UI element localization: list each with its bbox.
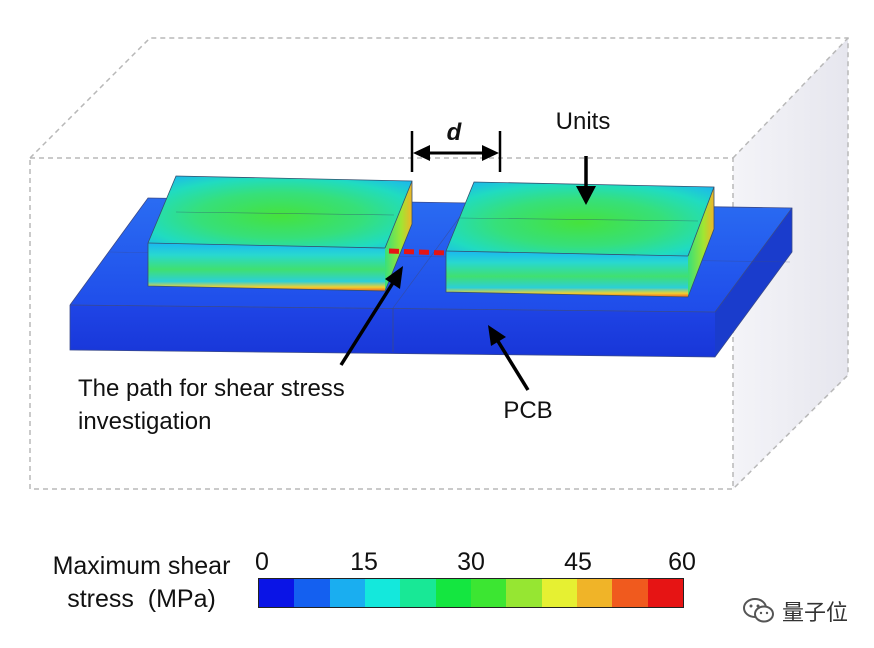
colorbar-segment-11	[647, 579, 683, 607]
path-arrow	[339, 266, 403, 366]
pcb-arrow	[488, 325, 530, 391]
gap-label: d	[447, 119, 463, 146]
colorbar-segment-4	[400, 579, 436, 607]
shear-stress-path	[388, 248, 447, 256]
legend-title: Maximum shear stress (MPa)	[34, 550, 249, 616]
path-label-line2: investigation	[78, 408, 211, 435]
path-label-line1: The path for shear stress	[78, 375, 345, 402]
colorbar-segment-1	[294, 579, 330, 607]
legend-tick-60: 60	[668, 548, 696, 576]
left-unit	[147, 175, 413, 292]
colorbar-segment-3	[364, 579, 401, 607]
watermark: 量子位	[742, 594, 848, 628]
colorbar-segment-0	[259, 579, 295, 607]
legend-title-line2: stress (MPa)	[67, 585, 216, 613]
colorbar-segment-7	[506, 579, 542, 607]
watermark-text: 量子位	[782, 601, 849, 626]
colorbar-segment-10	[612, 579, 648, 607]
pcb-label: PCB	[503, 397, 552, 424]
colorbar-segment-2	[329, 579, 365, 607]
colorbar-segment-5	[435, 579, 471, 607]
colorbar-segment-8	[541, 579, 577, 607]
legend-tick-30: 30	[457, 548, 485, 576]
wechat-icon	[743, 598, 774, 623]
legend-tick-45: 45	[564, 548, 592, 576]
legend-title-line1: Maximum shear	[52, 552, 231, 580]
legend-colorbar	[258, 578, 684, 608]
legend-tick-0: 0	[255, 548, 269, 576]
units-arrow	[576, 156, 596, 205]
legend-tick-15: 15	[350, 548, 378, 576]
right-unit	[445, 181, 715, 298]
colorbar-segment-6	[470, 579, 507, 607]
colorbar-segment-9	[576, 579, 613, 607]
gap-dimension	[410, 131, 502, 172]
units-label: Units	[556, 108, 611, 135]
